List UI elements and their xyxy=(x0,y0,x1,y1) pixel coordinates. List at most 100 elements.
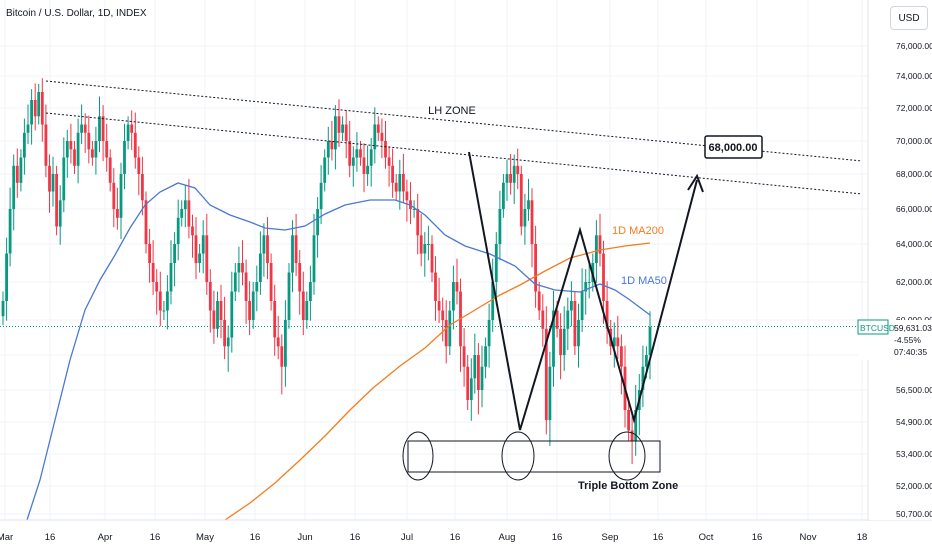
time-tick-label: 16 xyxy=(250,532,261,543)
moving-average-line xyxy=(26,182,651,521)
candle-body xyxy=(437,301,441,311)
candle-body xyxy=(366,165,369,175)
candle-body xyxy=(573,301,577,347)
candle-body xyxy=(305,301,309,320)
candle-body xyxy=(244,272,248,301)
currency-selector[interactable]: USD xyxy=(890,6,928,30)
price-tick-label: 64,000.00 xyxy=(896,239,932,249)
candle-body xyxy=(112,182,116,210)
candle-body xyxy=(405,191,409,201)
candle-body xyxy=(44,124,48,166)
candle-body xyxy=(648,327,652,355)
candle-body xyxy=(584,282,588,292)
candle-body xyxy=(509,174,512,183)
candle-body xyxy=(348,141,352,166)
candle-body xyxy=(19,157,23,183)
candle-body xyxy=(480,366,484,390)
candle-body xyxy=(523,209,527,227)
time-tick-label: 16 xyxy=(350,532,361,543)
price-axis-ticks: 76,000.00 74,000.00 72,000.00 70,000.00 68,0… xyxy=(896,41,932,519)
candle-body xyxy=(416,209,420,236)
candle-body xyxy=(33,100,37,117)
time-tick-label: Jun xyxy=(297,532,312,543)
candle-body xyxy=(376,124,380,133)
candle-body xyxy=(233,272,237,292)
drawings: 68,000.00 LH ZONE 1D MA200 1D MA50 Tripl… xyxy=(45,80,863,492)
candle-body xyxy=(108,157,112,183)
candle-body xyxy=(455,282,459,292)
candle-body xyxy=(280,346,284,367)
candle-body xyxy=(8,209,12,254)
candle-body xyxy=(141,174,144,201)
candle-body xyxy=(430,244,434,273)
time-axis[interactable] xyxy=(0,521,932,550)
candle-body xyxy=(23,132,26,158)
candle-body xyxy=(169,263,173,292)
bottom-circle-3 xyxy=(608,431,646,481)
candle-body xyxy=(1,301,5,317)
price-tick-label: 70,000.00 xyxy=(896,136,932,146)
candle-body xyxy=(176,217,180,245)
bottom-circle-1 xyxy=(402,431,434,481)
triple-bottom-box xyxy=(407,440,661,473)
candle-body xyxy=(373,124,377,150)
candle-body xyxy=(76,132,80,166)
candle-body xyxy=(427,244,430,245)
candle-body xyxy=(83,124,87,133)
price-tick-label: 56,500.00 xyxy=(896,385,932,395)
candle-body xyxy=(26,124,30,133)
lh-zone-lower-line xyxy=(45,112,863,195)
time-tick-label: Jul xyxy=(401,532,413,543)
time-axis-ticks: Mar 16 Apr 16 May 16 Jun 16 Jul 16 Aug 16 Sep 16 Oct 16… xyxy=(0,532,867,543)
candle-body xyxy=(602,253,605,301)
price-tick-label: 53,400.00 xyxy=(896,449,932,459)
time-tick-label: Mar xyxy=(0,532,13,543)
candle-body xyxy=(208,282,212,311)
candle-body xyxy=(595,235,598,264)
candle-body xyxy=(58,200,62,227)
price-axis[interactable] xyxy=(869,0,932,520)
candle-body xyxy=(620,346,623,367)
candle-body xyxy=(80,124,83,133)
candle-body xyxy=(55,174,58,227)
candle-body xyxy=(598,235,602,254)
candle-body xyxy=(412,209,416,210)
lh-zone-upper-line xyxy=(45,80,863,162)
candle-body xyxy=(309,282,312,301)
candle-body xyxy=(269,263,273,301)
moving-average-lines xyxy=(0,182,858,521)
candle-body xyxy=(123,141,126,174)
price-tag: BTCUSD 59,631.03 -4.55% 07:40:35 xyxy=(857,319,932,360)
candle-body xyxy=(562,328,566,356)
candle-body xyxy=(5,253,8,301)
candle-body xyxy=(62,157,66,201)
candle-body xyxy=(369,149,373,166)
candle-body xyxy=(12,165,16,210)
candle-body xyxy=(391,165,394,183)
candle-body xyxy=(205,235,209,283)
candle-body xyxy=(15,165,19,183)
candle-body xyxy=(344,124,348,141)
candle-body xyxy=(37,92,41,117)
price-tick-label: 50,700.00 xyxy=(896,509,932,519)
time-tick-label: 16 xyxy=(752,532,763,543)
candle-body xyxy=(262,235,266,254)
candle-body xyxy=(219,301,223,320)
candle-body xyxy=(577,320,580,347)
candle-body xyxy=(319,182,323,210)
candle-body xyxy=(570,301,573,311)
candle-body xyxy=(51,174,55,192)
candle-body xyxy=(287,272,291,320)
candle-body xyxy=(541,310,545,329)
candle-body xyxy=(334,116,337,150)
symbol-tag-text: BTCUSD xyxy=(860,323,895,333)
candle-body xyxy=(298,263,302,292)
candle-body xyxy=(634,410,638,442)
candle-body xyxy=(434,272,437,301)
candle-body xyxy=(87,132,91,150)
candle-body xyxy=(162,310,166,312)
candle-body xyxy=(291,235,294,273)
candle-body xyxy=(312,235,316,283)
candle-body xyxy=(630,430,634,442)
